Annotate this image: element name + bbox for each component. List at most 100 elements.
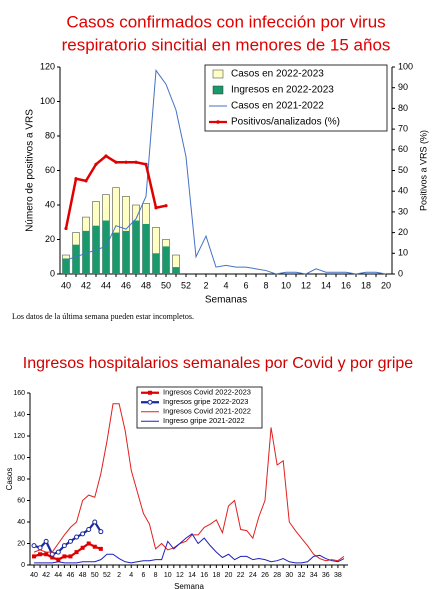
legend-marker	[147, 399, 153, 405]
marker	[50, 555, 55, 560]
marker	[44, 552, 49, 557]
y2-tick-label: 40	[398, 186, 408, 196]
marker	[74, 550, 79, 555]
x-tick-label: 40	[61, 280, 71, 290]
marker	[98, 546, 103, 551]
x-tick-label: 36	[322, 572, 330, 579]
x-tick-label: 42	[81, 280, 91, 290]
x-tick-label: 44	[101, 280, 111, 290]
x-tick-label: 18	[361, 280, 371, 290]
marker	[55, 549, 61, 555]
bar	[122, 230, 130, 274]
legend-label: Ingreso gripe 2021-2022	[163, 416, 245, 425]
y-tick-label: 120	[13, 433, 25, 440]
marker	[74, 177, 78, 181]
marker	[80, 531, 86, 537]
x-tick-label: 38	[334, 572, 342, 579]
marker	[38, 552, 43, 557]
y-tick-label: 160	[13, 390, 25, 397]
x-tick-label: 24	[249, 572, 257, 579]
bar	[112, 232, 120, 274]
marker	[134, 160, 138, 164]
marker	[49, 551, 55, 557]
x-tick-label: 50	[161, 280, 171, 290]
x-tick-label: 30	[285, 572, 293, 579]
marker	[64, 226, 68, 231]
y-tick-label: 0	[50, 268, 55, 278]
x-tick-label: 40	[30, 572, 38, 579]
y2-tick-label: 50	[398, 165, 408, 175]
marker	[164, 204, 168, 208]
legend-label: Ingresos en 2022-2023	[231, 85, 334, 96]
marker	[61, 543, 67, 549]
chart-title: Ingresos hospitalarios semanales por Cov…	[23, 355, 414, 372]
y2-tick-label: 0	[398, 268, 403, 278]
x-tick-label: 6	[243, 280, 248, 290]
y2-tick-label: 70	[398, 123, 408, 133]
x-tick-label: 16	[200, 572, 208, 579]
y-tick-label: 100	[40, 96, 55, 106]
bar	[72, 244, 80, 274]
x-tick-label: 2	[117, 572, 121, 579]
x-tick-label: 28	[273, 572, 281, 579]
marker	[86, 541, 91, 546]
x-tick-label: 46	[121, 280, 131, 290]
marker	[62, 554, 67, 559]
x-tick-label: 44	[54, 572, 62, 579]
x-tick-label: 20	[225, 572, 233, 579]
line	[33, 403, 345, 562]
marker	[68, 554, 73, 559]
bar	[102, 220, 110, 274]
y2-tick-label: 90	[398, 82, 408, 92]
y-tick-label: 40	[45, 199, 55, 209]
marker	[154, 206, 158, 210]
x-tick-label: 14	[188, 572, 196, 579]
legend-swatch	[212, 85, 224, 95]
legend-marker	[148, 390, 152, 395]
marker	[31, 543, 37, 549]
y-tick-label: 100	[13, 454, 25, 461]
legend-swatch	[212, 69, 224, 79]
x-tick-label: 42	[42, 572, 50, 579]
x-tick-label: 46	[67, 572, 75, 579]
y2-tick-label: 100	[398, 61, 413, 71]
y-tick-label: 120	[40, 61, 55, 71]
marker	[98, 529, 104, 535]
bar	[82, 230, 90, 274]
bar	[152, 253, 160, 274]
y-tick-label: 40	[17, 519, 25, 526]
x-tick-label: 4	[129, 572, 133, 579]
y2-tick-label: 30	[398, 206, 408, 216]
legend-box	[204, 64, 388, 132]
marker	[144, 162, 148, 166]
legend-label: Ingresos gripe 2022-2023	[163, 397, 248, 406]
x-tick-label: 12	[301, 280, 311, 290]
x-tick-label: 4	[223, 280, 228, 290]
marker	[86, 527, 92, 533]
marker	[32, 554, 36, 559]
chart-title: Casos confirmados con infección por viru…	[66, 12, 385, 31]
bar	[172, 267, 180, 274]
x-tick-label: 6	[141, 572, 145, 579]
x-tick-label: 12	[176, 572, 184, 579]
footnote: Los datos de la última semana pueden est…	[12, 312, 194, 321]
x-tick-label: 8	[263, 280, 268, 290]
y2-tick-label: 60	[398, 144, 408, 154]
marker	[114, 160, 118, 164]
y-tick-label: 20	[45, 234, 55, 244]
marker	[43, 538, 49, 544]
line	[34, 533, 345, 564]
marker	[94, 162, 98, 166]
x-tick-label: 48	[141, 280, 151, 290]
marker	[92, 519, 98, 525]
y-tick-label: 60	[45, 165, 55, 175]
y-axis-label: Número de positivos a VRS	[25, 109, 36, 232]
y-tick-label: 0	[21, 562, 25, 569]
x-tick-label: 52	[103, 572, 111, 579]
x-tick-label: 48	[79, 572, 87, 579]
y-tick-label: 60	[17, 497, 25, 504]
marker	[37, 545, 43, 551]
y-tick-label: 80	[45, 130, 55, 140]
x-tick-label: 20	[381, 280, 391, 290]
y-tick-label: 80	[17, 476, 25, 483]
